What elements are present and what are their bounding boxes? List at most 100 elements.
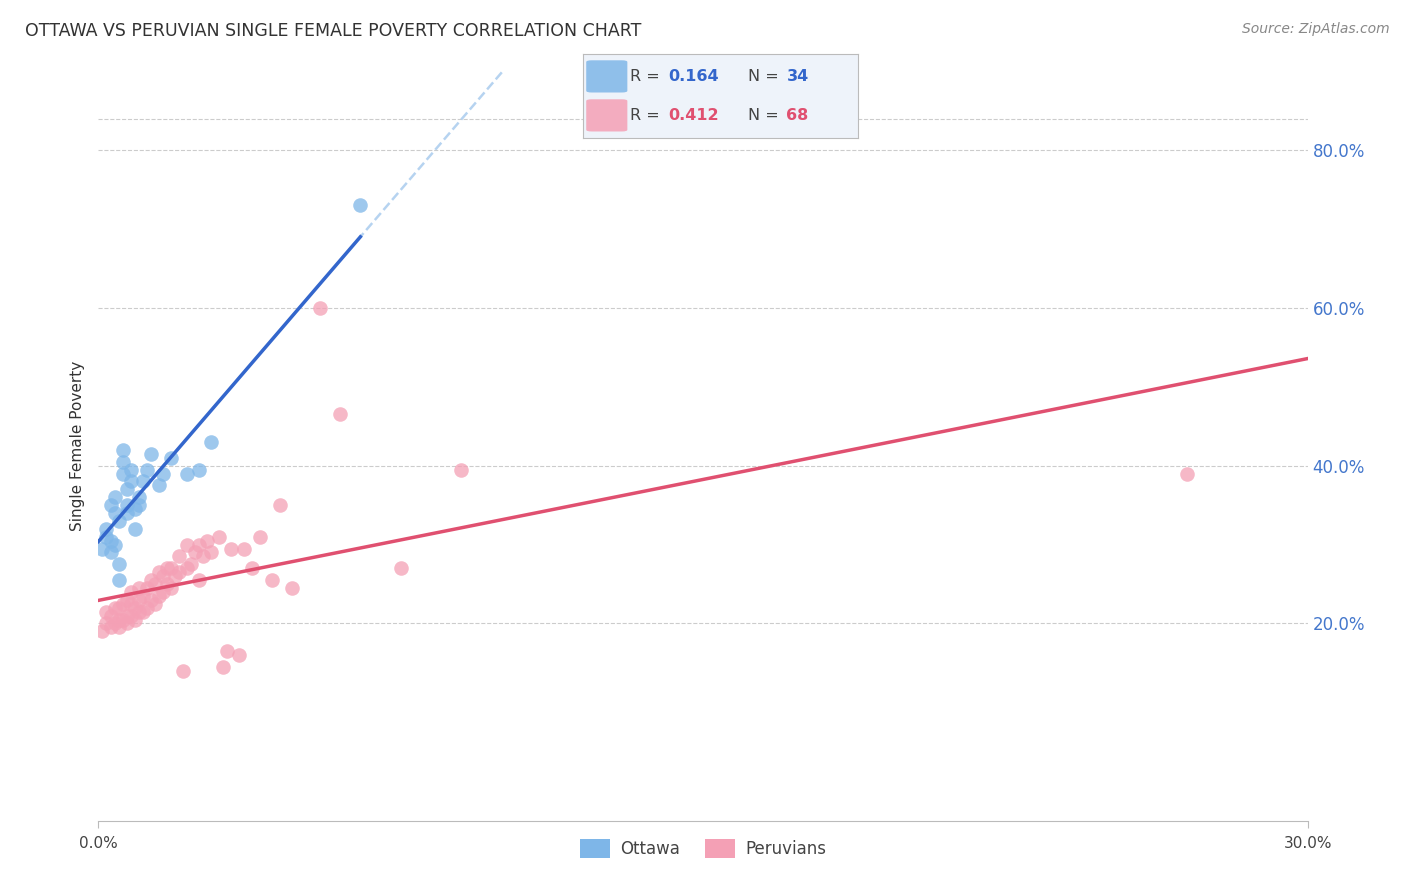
Point [128, 605, 150, 619]
Point [100, 533, 122, 548]
Point [135, 463, 157, 477]
Text: R =: R = [630, 69, 665, 84]
Point [91, 541, 114, 556]
Text: 0.412: 0.412 [668, 108, 718, 123]
Point [124, 522, 146, 536]
Point [120, 463, 142, 477]
Point [188, 463, 211, 477]
Point [176, 561, 198, 575]
Point [152, 467, 174, 481]
Y-axis label: Single Female Poverty: Single Female Poverty [69, 361, 84, 531]
Point [176, 538, 198, 552]
Point [200, 545, 222, 559]
Point [115, 592, 138, 607]
Point [107, 573, 129, 587]
Point [195, 533, 218, 548]
Point [269, 498, 291, 512]
Point [103, 600, 125, 615]
Point [124, 502, 146, 516]
Point [107, 620, 129, 634]
Point [281, 581, 304, 595]
Text: Source: ZipAtlas.com: Source: ZipAtlas.com [1241, 22, 1389, 37]
Point [329, 408, 352, 422]
Point [184, 545, 207, 559]
Point [103, 490, 125, 504]
Point [135, 581, 157, 595]
Text: 68: 68 [786, 108, 808, 123]
Point [96, 522, 118, 536]
FancyBboxPatch shape [586, 99, 627, 131]
Point [111, 467, 134, 481]
Point [152, 585, 174, 599]
Text: 34: 34 [786, 69, 808, 84]
Point [128, 581, 150, 595]
Point [200, 435, 222, 450]
Point [100, 620, 122, 634]
Point [156, 561, 179, 575]
Point [249, 530, 271, 544]
Point [115, 498, 138, 512]
Point [180, 558, 202, 572]
Point [217, 644, 239, 658]
Point [120, 585, 142, 599]
Point [208, 530, 231, 544]
Point [148, 589, 170, 603]
Point [139, 447, 162, 461]
Text: N =: N = [748, 69, 785, 84]
Point [107, 613, 129, 627]
Point [115, 608, 138, 623]
Point [128, 490, 150, 504]
Point [156, 577, 179, 591]
Point [100, 545, 122, 559]
Point [115, 616, 138, 631]
Legend: Ottawa, Peruvians: Ottawa, Peruvians [574, 832, 832, 864]
Point [176, 467, 198, 481]
Point [349, 198, 371, 212]
Point [100, 608, 122, 623]
Point [111, 442, 134, 457]
Point [309, 301, 332, 315]
Point [228, 648, 250, 662]
Point [115, 506, 138, 520]
Point [107, 600, 129, 615]
Point [124, 613, 146, 627]
Point [450, 463, 472, 477]
Point [111, 597, 134, 611]
Point [167, 549, 190, 564]
Point [143, 597, 166, 611]
Point [212, 660, 235, 674]
Point [240, 561, 263, 575]
Point [91, 624, 114, 639]
Point [232, 541, 254, 556]
Point [160, 450, 183, 465]
Point [148, 565, 170, 579]
Text: OTTAWA VS PERUVIAN SINGLE FEMALE POVERTY CORRELATION CHART: OTTAWA VS PERUVIAN SINGLE FEMALE POVERTY… [25, 22, 641, 40]
Point [96, 530, 118, 544]
Point [103, 538, 125, 552]
Point [193, 549, 215, 564]
Point [120, 475, 142, 489]
Point [107, 514, 129, 528]
Point [111, 613, 134, 627]
Point [96, 605, 118, 619]
Point [132, 605, 155, 619]
Point [103, 506, 125, 520]
Point [124, 600, 146, 615]
Point [172, 664, 194, 678]
Point [167, 565, 190, 579]
Point [132, 475, 155, 489]
Point [160, 561, 183, 575]
Text: N =: N = [748, 108, 785, 123]
Point [120, 608, 142, 623]
Point [160, 581, 183, 595]
Point [163, 569, 186, 583]
Point [135, 600, 157, 615]
FancyBboxPatch shape [586, 61, 627, 93]
Point [389, 561, 412, 575]
Point [188, 573, 211, 587]
Point [120, 597, 142, 611]
Point [128, 498, 150, 512]
Point [139, 592, 162, 607]
Point [139, 573, 162, 587]
Point [96, 616, 118, 631]
